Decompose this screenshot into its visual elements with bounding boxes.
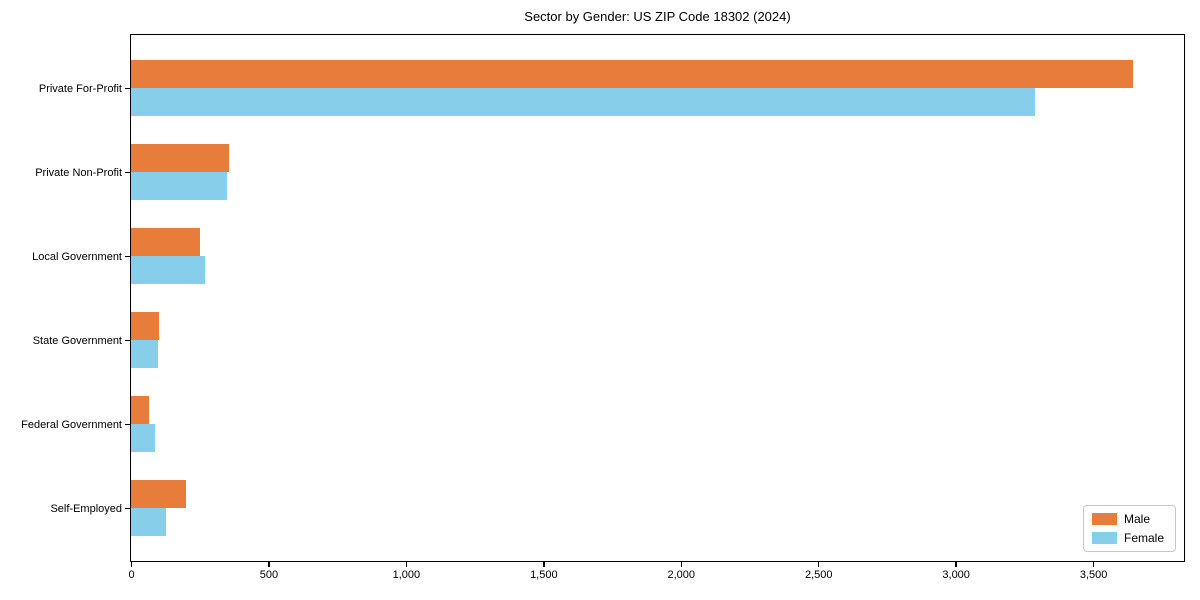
y-tick-mark [125, 423, 130, 425]
bar-female-state-government [131, 340, 158, 368]
x-tick-mark [543, 562, 545, 567]
x-tick-mark [1092, 562, 1095, 567]
x-tick-label-500: 500 [259, 569, 279, 581]
bar-male-federal-government [131, 396, 149, 424]
bar-male-local-government [131, 228, 200, 256]
y-tick-mark [125, 171, 130, 173]
y-tick-mark [125, 339, 130, 341]
x-tick-label-1,500: 1,500 [530, 569, 558, 581]
y-tick-mark [125, 507, 130, 509]
x-tick-mark [130, 562, 133, 567]
y-axis-label-private-non-profit: Private Non-Profit [35, 166, 122, 179]
bar-female-federal-government [131, 424, 155, 452]
bar-male-state-government [131, 312, 159, 340]
male-swatch-icon [1091, 513, 1117, 525]
plot-area: Male Female [130, 34, 1185, 562]
y-axis-label-self-employed: Self-Employed [50, 502, 122, 515]
bar-male-private-for-profit [131, 60, 1133, 88]
bar-male-private-non-profit [131, 144, 229, 172]
female-swatch-icon [1091, 532, 1117, 544]
legend-label-female: Female [1123, 531, 1164, 545]
chart-title: Sector by Gender: US ZIP Code 18302 (202… [524, 9, 791, 24]
bar-female-private-for-profit [131, 88, 1035, 116]
x-tick-label-1,000: 1,000 [392, 569, 421, 581]
bar-female-private-non-profit [131, 172, 227, 200]
x-tick-mark [405, 562, 408, 567]
y-axis-label-state-government: State Government [32, 334, 122, 347]
y-axis-label-private-for-profit: Private For-Profit [38, 82, 122, 95]
x-tick-mark [268, 562, 270, 567]
bar-female-self-employed [131, 508, 166, 536]
y-axis-label-local-government: Local Government [32, 250, 122, 263]
bar-male-self-employed [131, 480, 186, 508]
x-tick-mark [955, 562, 957, 567]
x-tick-label-2,500: 2,500 [804, 569, 833, 581]
legend: Male Female [1082, 505, 1176, 552]
legend-entry-female: Female [1091, 531, 1164, 545]
x-tick-mark [817, 562, 820, 567]
y-tick-mark [125, 255, 130, 257]
x-tick-label-2,000: 2,000 [667, 569, 696, 581]
legend-entry-male: Male [1091, 512, 1164, 526]
legend-label-male: Male [1123, 512, 1150, 526]
x-tick-label-3,000: 3,000 [942, 569, 970, 581]
y-tick-mark [125, 87, 130, 89]
x-tick-label-3,500: 3,500 [1079, 569, 1108, 581]
bar-female-local-government [131, 256, 205, 284]
y-axis-label-federal-government: Federal Government [21, 418, 122, 431]
x-tick-label-0: 0 [128, 569, 135, 581]
x-tick-mark [680, 562, 683, 567]
